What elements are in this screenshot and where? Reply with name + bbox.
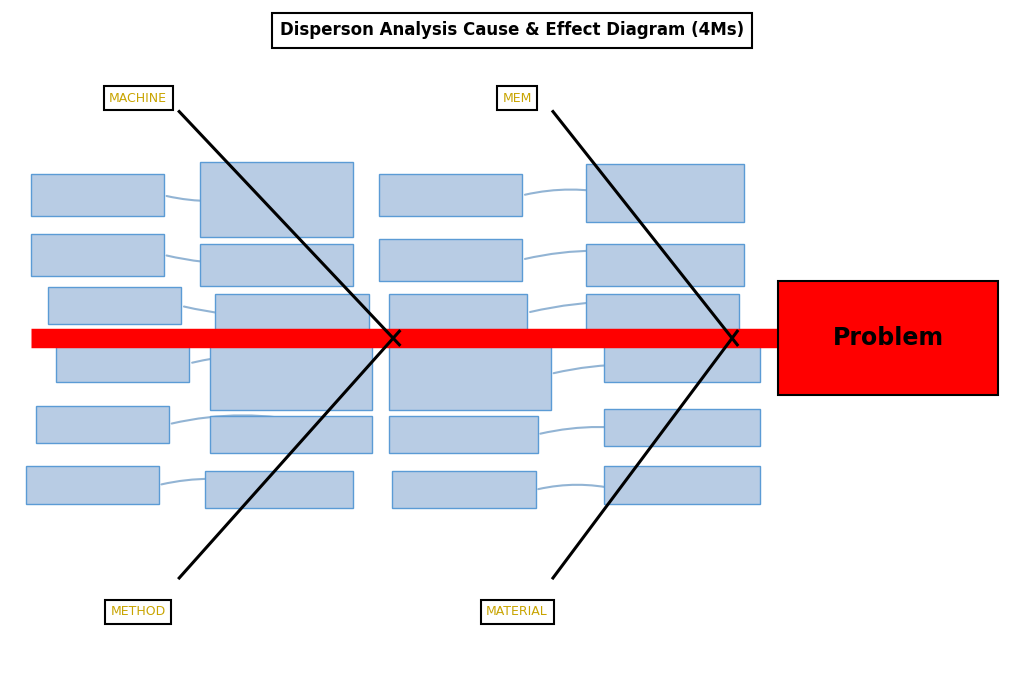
Bar	[586, 294, 739, 331]
Bar	[31, 234, 164, 276]
Bar	[31, 174, 164, 216]
Bar	[586, 244, 744, 286]
Bar	[778, 281, 998, 395]
Bar	[389, 416, 538, 453]
Bar	[379, 239, 522, 281]
Bar	[604, 466, 760, 504]
Text: Disperson Analysis Cause & Effect Diagram (4Ms): Disperson Analysis Cause & Effect Diagra…	[280, 22, 744, 39]
Bar	[586, 164, 744, 222]
Bar	[56, 345, 189, 382]
Bar	[379, 174, 522, 216]
Text: METHOD: METHOD	[111, 605, 166, 619]
Bar	[389, 337, 551, 410]
Bar	[210, 337, 372, 410]
Bar	[389, 294, 527, 331]
Bar	[205, 471, 353, 508]
Text: MACHINE: MACHINE	[110, 91, 167, 105]
Text: MEM: MEM	[503, 91, 531, 105]
Text: MATERIAL: MATERIAL	[486, 605, 548, 619]
Bar	[604, 409, 760, 446]
Bar	[200, 162, 353, 237]
Bar	[36, 406, 169, 443]
Bar	[604, 345, 760, 382]
Bar	[200, 244, 353, 286]
Text: Problem: Problem	[833, 326, 944, 350]
Bar	[26, 466, 159, 504]
Bar	[392, 471, 536, 508]
Bar	[215, 294, 369, 331]
Bar	[48, 287, 181, 324]
Bar	[210, 416, 372, 453]
